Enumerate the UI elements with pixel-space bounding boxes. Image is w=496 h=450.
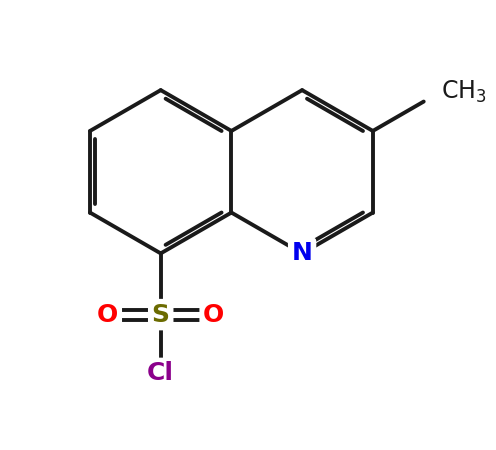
Text: CH$_3$: CH$_3$ [441,78,487,105]
Text: S: S [152,302,170,327]
Text: N: N [292,241,312,266]
Text: O: O [97,302,118,327]
Text: O: O [203,302,224,327]
Text: Cl: Cl [147,361,174,385]
